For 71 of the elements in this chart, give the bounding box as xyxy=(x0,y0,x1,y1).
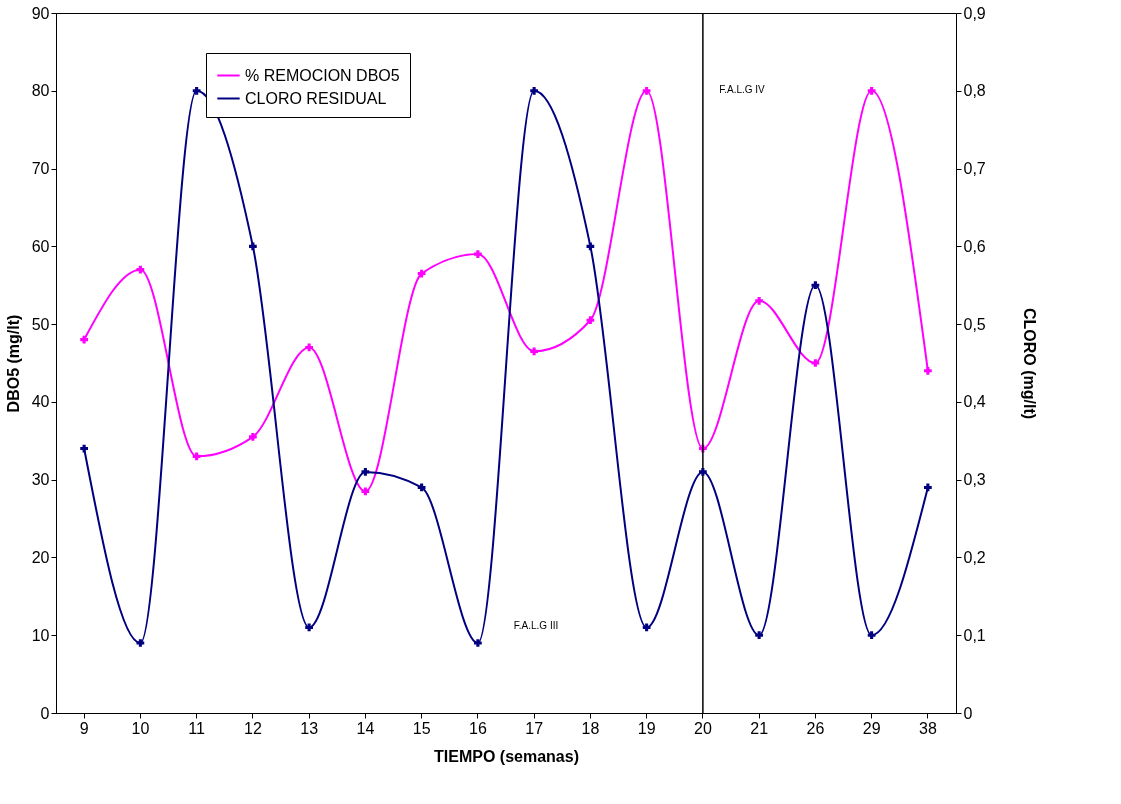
x-tick-label: 12 xyxy=(243,719,262,737)
y2-tick-label: 0,3 xyxy=(963,471,986,489)
y-tick-label: 30 xyxy=(31,471,50,489)
point xyxy=(192,452,201,461)
x-tick-label: 9 xyxy=(79,719,89,737)
point xyxy=(80,335,88,344)
annotation: F.A.L.G IV xyxy=(719,84,766,95)
x-tick-label: 20 xyxy=(693,719,712,737)
x-tick-label: 17 xyxy=(525,719,544,737)
point xyxy=(811,281,820,290)
point xyxy=(586,316,595,325)
y-tick-label: 90 xyxy=(31,4,50,22)
y2-tick-label: 0,2 xyxy=(963,548,986,566)
x-tick-label: 10 xyxy=(131,719,150,737)
x-tick-label: 15 xyxy=(412,719,431,737)
point xyxy=(755,296,763,305)
point xyxy=(474,639,482,647)
y-tick-label: 50 xyxy=(31,315,50,333)
y-axis-title: DBO5 (mg/lt) xyxy=(4,314,22,413)
point xyxy=(305,343,313,352)
x-tick-label: 14 xyxy=(356,719,375,737)
y-tick-label: 70 xyxy=(31,160,50,178)
legend-label: CLORO RESIDUAL xyxy=(245,89,387,107)
point xyxy=(642,86,651,95)
point xyxy=(361,468,370,476)
y2-axis-title: CLORO (mg/lt) xyxy=(1020,307,1038,420)
point xyxy=(811,359,820,367)
y2-tick-label: 0,5 xyxy=(963,315,986,333)
x-tick-label: 16 xyxy=(468,719,487,737)
x-tick-label: 26 xyxy=(806,719,825,737)
y-tick-label: 80 xyxy=(31,82,50,100)
point xyxy=(867,86,876,95)
point xyxy=(867,631,876,640)
point xyxy=(530,347,538,356)
point xyxy=(361,487,370,496)
point xyxy=(136,639,145,647)
point xyxy=(249,433,257,441)
legend-label: % REMOCION DBO5 xyxy=(245,66,400,84)
y2-tick-label: 0,1 xyxy=(963,626,986,644)
y2-tick-label: 0,4 xyxy=(963,393,986,411)
y2-tick-label: 0,8 xyxy=(963,82,986,100)
point xyxy=(249,242,257,251)
x-tick-label: 11 xyxy=(188,719,206,737)
y2-tick-label: 0,7 xyxy=(963,160,986,178)
point xyxy=(755,631,763,640)
point xyxy=(192,86,201,95)
x-tick-label: 13 xyxy=(300,719,319,737)
point xyxy=(699,468,707,476)
x-tick-label: 29 xyxy=(862,719,881,737)
y2-tick-label: 0,9 xyxy=(963,4,986,22)
y2-tick-label: 0 xyxy=(963,704,973,722)
y-tick-label: 20 xyxy=(31,548,50,566)
x-axis-title: TIEMPO (semanas) xyxy=(434,747,579,765)
x-tick-label: 19 xyxy=(637,719,656,737)
point xyxy=(136,265,145,274)
y2-tick-label: 0,6 xyxy=(963,237,986,255)
x-tick-label: 21 xyxy=(750,719,769,737)
x-tick-label: 18 xyxy=(581,719,600,737)
point xyxy=(924,483,932,492)
y-tick-label: 10 xyxy=(31,626,50,644)
y-tick-label: 40 xyxy=(31,393,50,411)
point xyxy=(586,242,595,251)
y-tick-label: 60 xyxy=(31,237,50,255)
x-tick-label: 38 xyxy=(918,719,937,737)
point xyxy=(530,86,538,95)
point xyxy=(305,623,313,632)
y-tick-label: 0 xyxy=(40,704,50,722)
point xyxy=(80,444,88,453)
annotation: F.A.L.G III xyxy=(513,620,559,631)
point xyxy=(924,366,932,375)
point xyxy=(474,250,482,258)
